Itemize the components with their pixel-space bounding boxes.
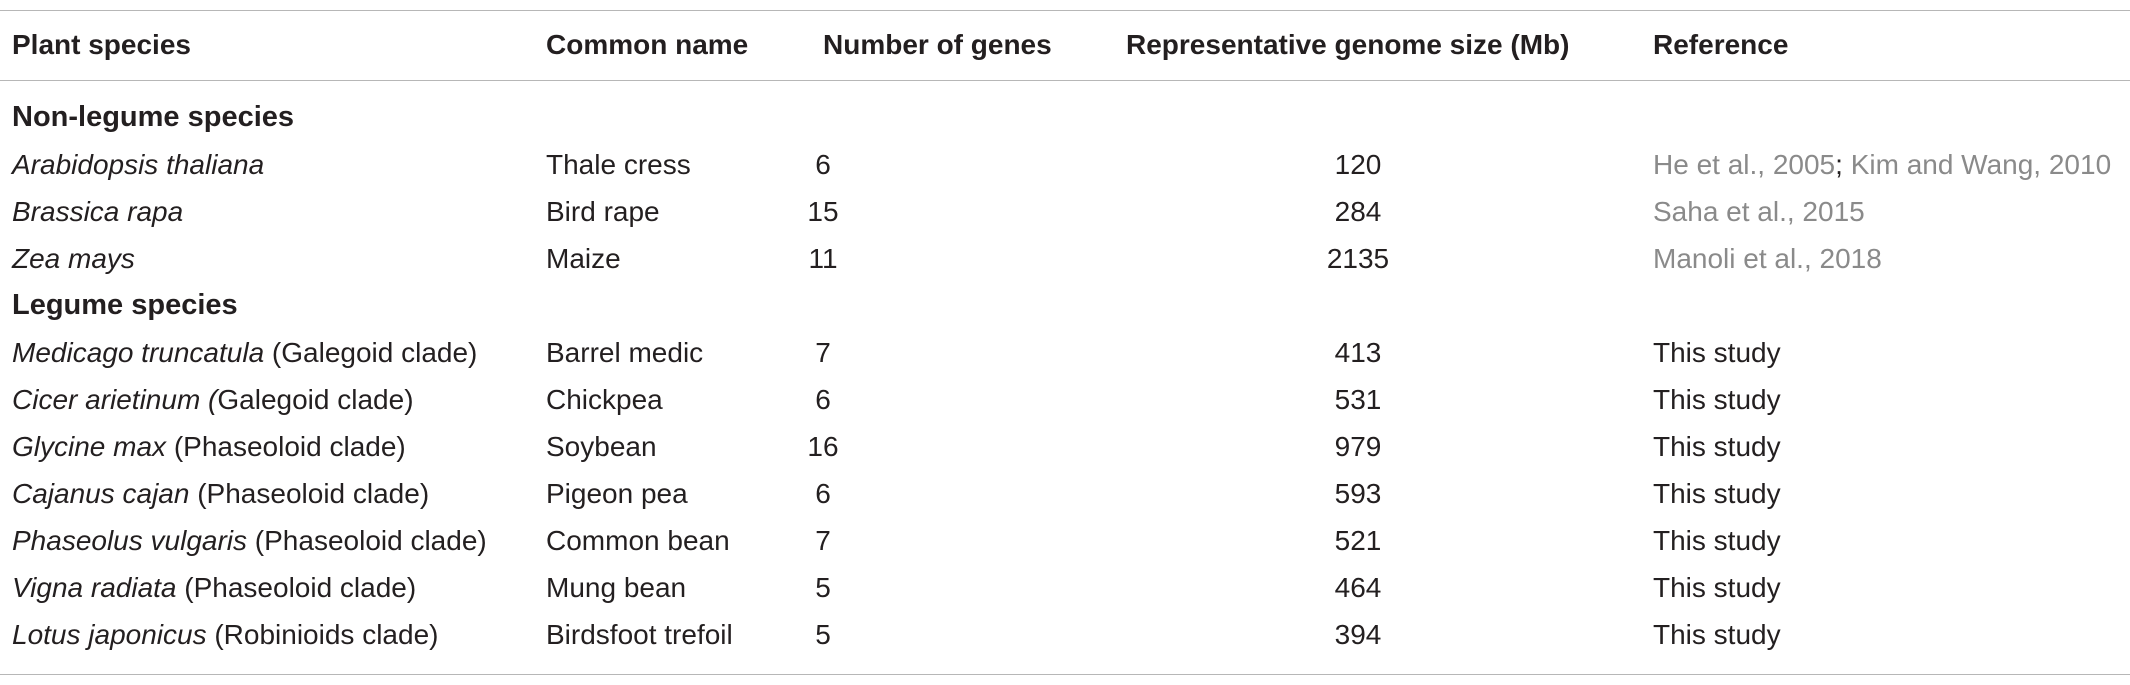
species-cell: Glycine max (Phaseoloid clade) bbox=[12, 423, 406, 470]
reference-cell: He et al., 2005; Kim and Wang, 2010 bbox=[1653, 141, 2111, 188]
genes-cell: 5 bbox=[815, 619, 831, 650]
species-italic: Cajanus cajan bbox=[12, 478, 190, 509]
reference-link-saha-2015[interactable]: Saha et al., 2015 bbox=[1653, 196, 1865, 227]
species-cell: Zea mays bbox=[12, 235, 135, 282]
common-name-cell: Birdsfoot trefoil bbox=[546, 619, 733, 650]
genome-size-cell: 284 bbox=[1334, 196, 1382, 227]
table-header-row: Plant species Common name Number of gene… bbox=[0, 10, 2130, 80]
reference-cell: This study bbox=[1653, 572, 1781, 603]
genome-size-cell: 464 bbox=[1334, 572, 1382, 603]
table-row: Arabidopsis thaliana Thale cress 6 120 H… bbox=[0, 141, 2130, 188]
reference-cell: This study bbox=[1653, 384, 1781, 415]
species-clade: (Galegoid clade) bbox=[264, 337, 478, 368]
section-row-non-legume: Non-legume species bbox=[0, 94, 2130, 141]
reference-cell: Manoli et al., 2018 bbox=[1653, 235, 1882, 282]
common-name-cell: Common bean bbox=[546, 525, 730, 556]
genes-cell: 6 bbox=[815, 384, 831, 415]
genome-size-cell: 2135 bbox=[1326, 243, 1390, 274]
genome-size-cell: 593 bbox=[1334, 478, 1382, 509]
header-common-name: Common name bbox=[546, 29, 749, 60]
species-italic: Zea mays bbox=[12, 243, 135, 274]
species-italic: Lotus japonicus bbox=[12, 619, 207, 650]
table-row: Phaseolus vulgaris (Phaseoloid clade) Co… bbox=[0, 517, 2130, 564]
section-row-legume: Legume species bbox=[0, 282, 2130, 329]
table-row: Lotus japonicus (Robinioids clade) Birds… bbox=[0, 611, 2130, 658]
common-name-cell: Mung bean bbox=[546, 572, 687, 603]
species-cell: Lotus japonicus (Robinioids clade) bbox=[12, 611, 438, 658]
species-cell: Brassica rapa bbox=[12, 188, 183, 235]
species-clade: (Robinioids clade) bbox=[206, 619, 439, 650]
species-cell: Phaseolus vulgaris (Phaseoloid clade) bbox=[12, 517, 487, 564]
table-row: Zea mays Maize 11 2135 Manoli et al., 20… bbox=[0, 235, 2130, 282]
genes-cell: 7 bbox=[815, 525, 831, 556]
table-row: Vigna radiata (Phaseoloid clade) Mung be… bbox=[0, 564, 2130, 611]
common-name-cell: Soybean bbox=[546, 431, 657, 462]
species-clade: (Phaseoloid clade) bbox=[189, 478, 430, 509]
table-top-rule bbox=[0, 10, 2130, 11]
genes-cell: 6 bbox=[815, 149, 831, 180]
reference-link-he-2005[interactable]: He et al., 2005 bbox=[1653, 149, 1836, 180]
table-row: Glycine max (Phaseoloid clade) Soybean 1… bbox=[0, 423, 2130, 470]
genome-size-cell: 120 bbox=[1334, 149, 1382, 180]
species-clade: Galegoid clade) bbox=[217, 384, 414, 415]
reference-link-manoli-2018[interactable]: Manoli et al., 2018 bbox=[1653, 243, 1882, 274]
species-italic: Phaseolus vulgaris bbox=[12, 525, 248, 556]
reference-cell: This study bbox=[1653, 478, 1781, 509]
reference-cell: This study bbox=[1653, 525, 1781, 556]
species-clade: (Phaseoloid clade) bbox=[166, 431, 406, 462]
species-cell: Arabidopsis thaliana bbox=[12, 141, 264, 188]
reference-cell: This study bbox=[1653, 337, 1781, 368]
genes-cell: 5 bbox=[815, 572, 831, 603]
species-italic: Cicer arietinum ( bbox=[12, 384, 218, 415]
species-cell: Cajanus cajan (Phaseoloid clade) bbox=[12, 470, 429, 517]
species-italic: Brassica rapa bbox=[12, 196, 184, 227]
genome-size-cell: 521 bbox=[1334, 525, 1382, 556]
genome-size-cell: 531 bbox=[1334, 384, 1382, 415]
common-name-cell: Thale cress bbox=[546, 149, 691, 180]
header-bottom-rule bbox=[0, 80, 2130, 81]
table-row: Cicer arietinum (Galegoid clade) Chickpe… bbox=[0, 376, 2130, 423]
species-italic: Medicago truncatula bbox=[12, 337, 265, 368]
reference-link-kim-wang-2010[interactable]: Kim and Wang, 2010 bbox=[1850, 149, 2112, 180]
genes-cell: 6 bbox=[815, 478, 831, 509]
genes-cell: 7 bbox=[815, 337, 831, 368]
common-name-cell: Maize bbox=[546, 243, 621, 274]
common-name-cell: Barrel medic bbox=[546, 337, 704, 368]
genome-size-cell: 413 bbox=[1334, 337, 1382, 368]
species-cell: Medicago truncatula (Galegoid clade) bbox=[12, 329, 477, 376]
table-row: Medicago truncatula (Galegoid clade) Bar… bbox=[0, 329, 2130, 376]
section-label-legume: Legume species bbox=[12, 289, 238, 321]
header-plant-species: Plant species bbox=[12, 29, 191, 60]
header-reference: Reference bbox=[1653, 29, 1789, 60]
genes-cell: 11 bbox=[808, 243, 838, 274]
reference-cell: This study bbox=[1653, 619, 1781, 650]
reference-separator: ; bbox=[1835, 149, 1851, 180]
genes-cell: 15 bbox=[807, 196, 839, 227]
table-row: Brassica rapa Bird rape 15 284 Saha et a… bbox=[0, 188, 2130, 235]
genome-size-cell: 979 bbox=[1334, 431, 1382, 462]
common-name-cell: Chickpea bbox=[546, 384, 663, 415]
common-name-cell: Pigeon pea bbox=[546, 478, 688, 509]
species-clade: (Phaseoloid clade) bbox=[247, 525, 487, 556]
header-number-of-genes: Number of genes bbox=[823, 29, 1052, 60]
genes-cell: 16 bbox=[807, 431, 839, 462]
species-italic: Arabidopsis thaliana bbox=[12, 149, 265, 180]
reference-cell: This study bbox=[1653, 431, 1781, 462]
species-cell: Cicer arietinum (Galegoid clade) bbox=[12, 376, 414, 423]
species-italic: Vigna radiata bbox=[12, 572, 177, 603]
header-genome-size: Representative genome size (Mb) bbox=[1126, 29, 1570, 60]
species-clade: (Phaseoloid clade) bbox=[176, 572, 417, 603]
section-label-non-legume: Non-legume species bbox=[12, 101, 295, 133]
species-cell: Vigna radiata (Phaseoloid clade) bbox=[12, 564, 416, 611]
species-italic: Glycine max bbox=[12, 431, 167, 462]
genome-size-cell: 394 bbox=[1334, 619, 1382, 650]
table-row: Cajanus cajan (Phaseoloid clade) Pigeon … bbox=[0, 470, 2130, 517]
table-bottom-rule bbox=[0, 674, 2130, 675]
common-name-cell: Bird rape bbox=[546, 196, 660, 227]
reference-cell: Saha et al., 2015 bbox=[1653, 188, 1865, 235]
